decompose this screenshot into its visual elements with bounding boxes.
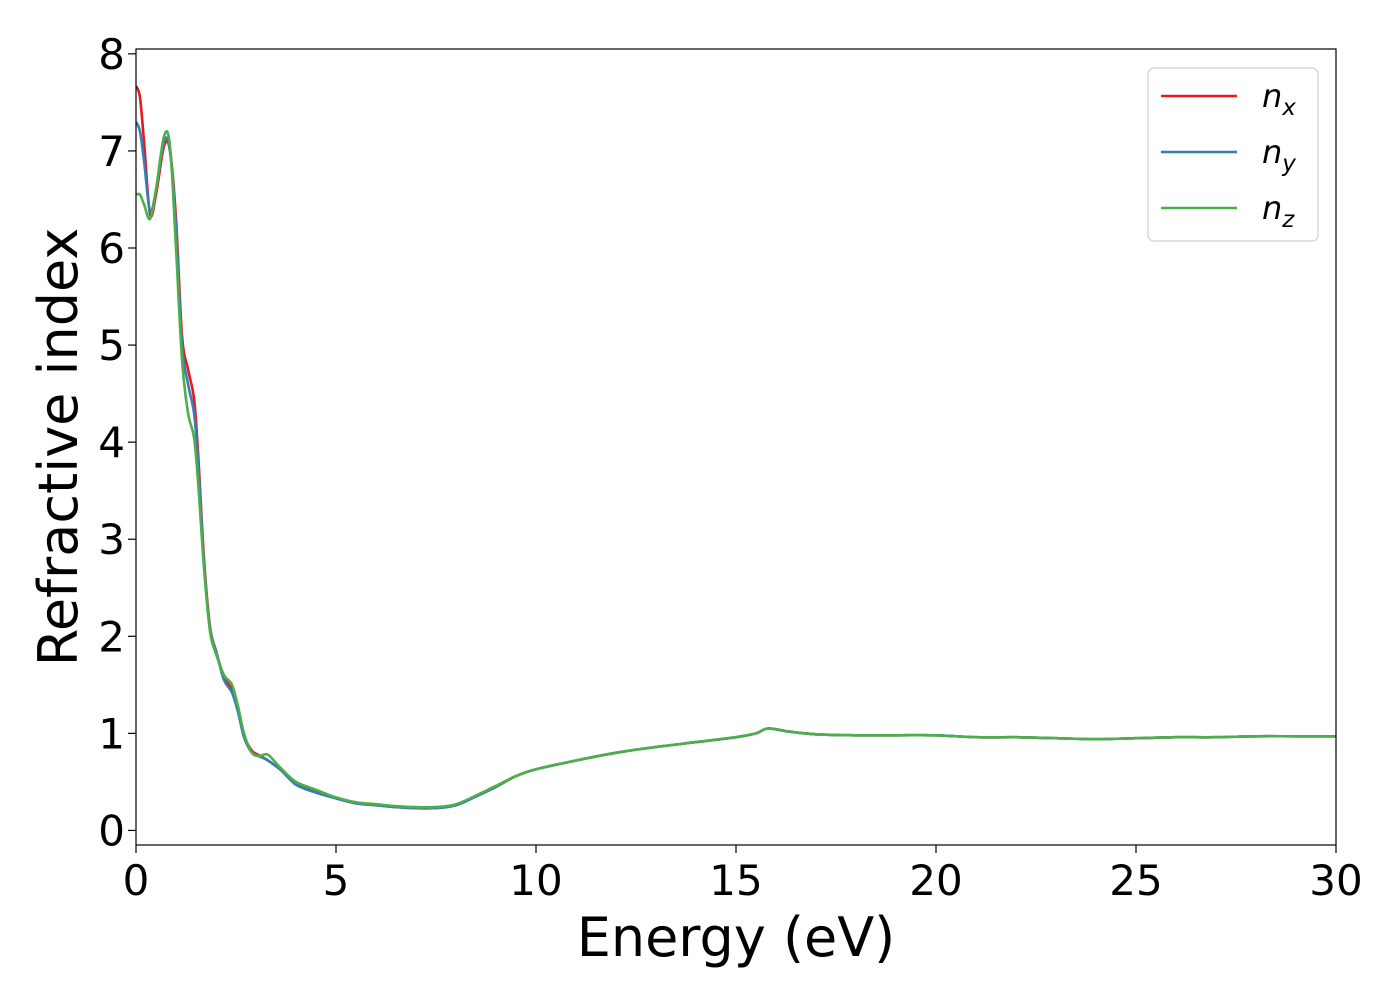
legend-label-subscript: x: [1281, 95, 1296, 121]
y-axis: 0 1 2 3 4 5 6 7 8: [98, 30, 136, 855]
legend-label-y: ny: [1262, 133, 1296, 177]
x-tick-label: 5: [323, 856, 350, 905]
x-tick-label: 30: [1309, 856, 1362, 905]
y-tick-label: 5: [98, 321, 125, 370]
y-tick-label: 3: [98, 515, 125, 564]
series-layer: [136, 85, 1336, 810]
legend-box: [1147, 67, 1319, 242]
legend-label-x: nx: [1262, 77, 1296, 121]
x-tick-label: 20: [909, 856, 962, 905]
series-line-z: [136, 130, 1336, 809]
x-axis-title: Energy (eV): [577, 906, 896, 969]
legend-label-z: nz: [1262, 189, 1295, 233]
x-axis: 0 5 10 15 20 25 30: [123, 845, 1363, 905]
y-tick-label: 1: [98, 709, 125, 758]
y-tick-label: 2: [98, 612, 125, 661]
y-tick-label: 8: [98, 30, 125, 79]
y-tick-label: 6: [98, 224, 125, 273]
y-axis-title: Refractive index: [27, 228, 90, 667]
x-tick-label: 15: [709, 856, 762, 905]
y-tick-label: 4: [98, 418, 125, 467]
legend-label-subscript: z: [1281, 207, 1295, 233]
x-tick-label: 10: [509, 856, 562, 905]
y-tick-label: 7: [98, 127, 125, 176]
legend-label-base: n: [1262, 189, 1282, 227]
x-tick-label: 25: [1109, 856, 1162, 905]
legend-label-base: n: [1262, 77, 1282, 115]
legend-label-subscript: y: [1281, 151, 1296, 177]
x-tick-label: 0: [123, 856, 150, 905]
legend-label-base: n: [1262, 133, 1282, 171]
y-tick-label: 0: [98, 806, 125, 855]
